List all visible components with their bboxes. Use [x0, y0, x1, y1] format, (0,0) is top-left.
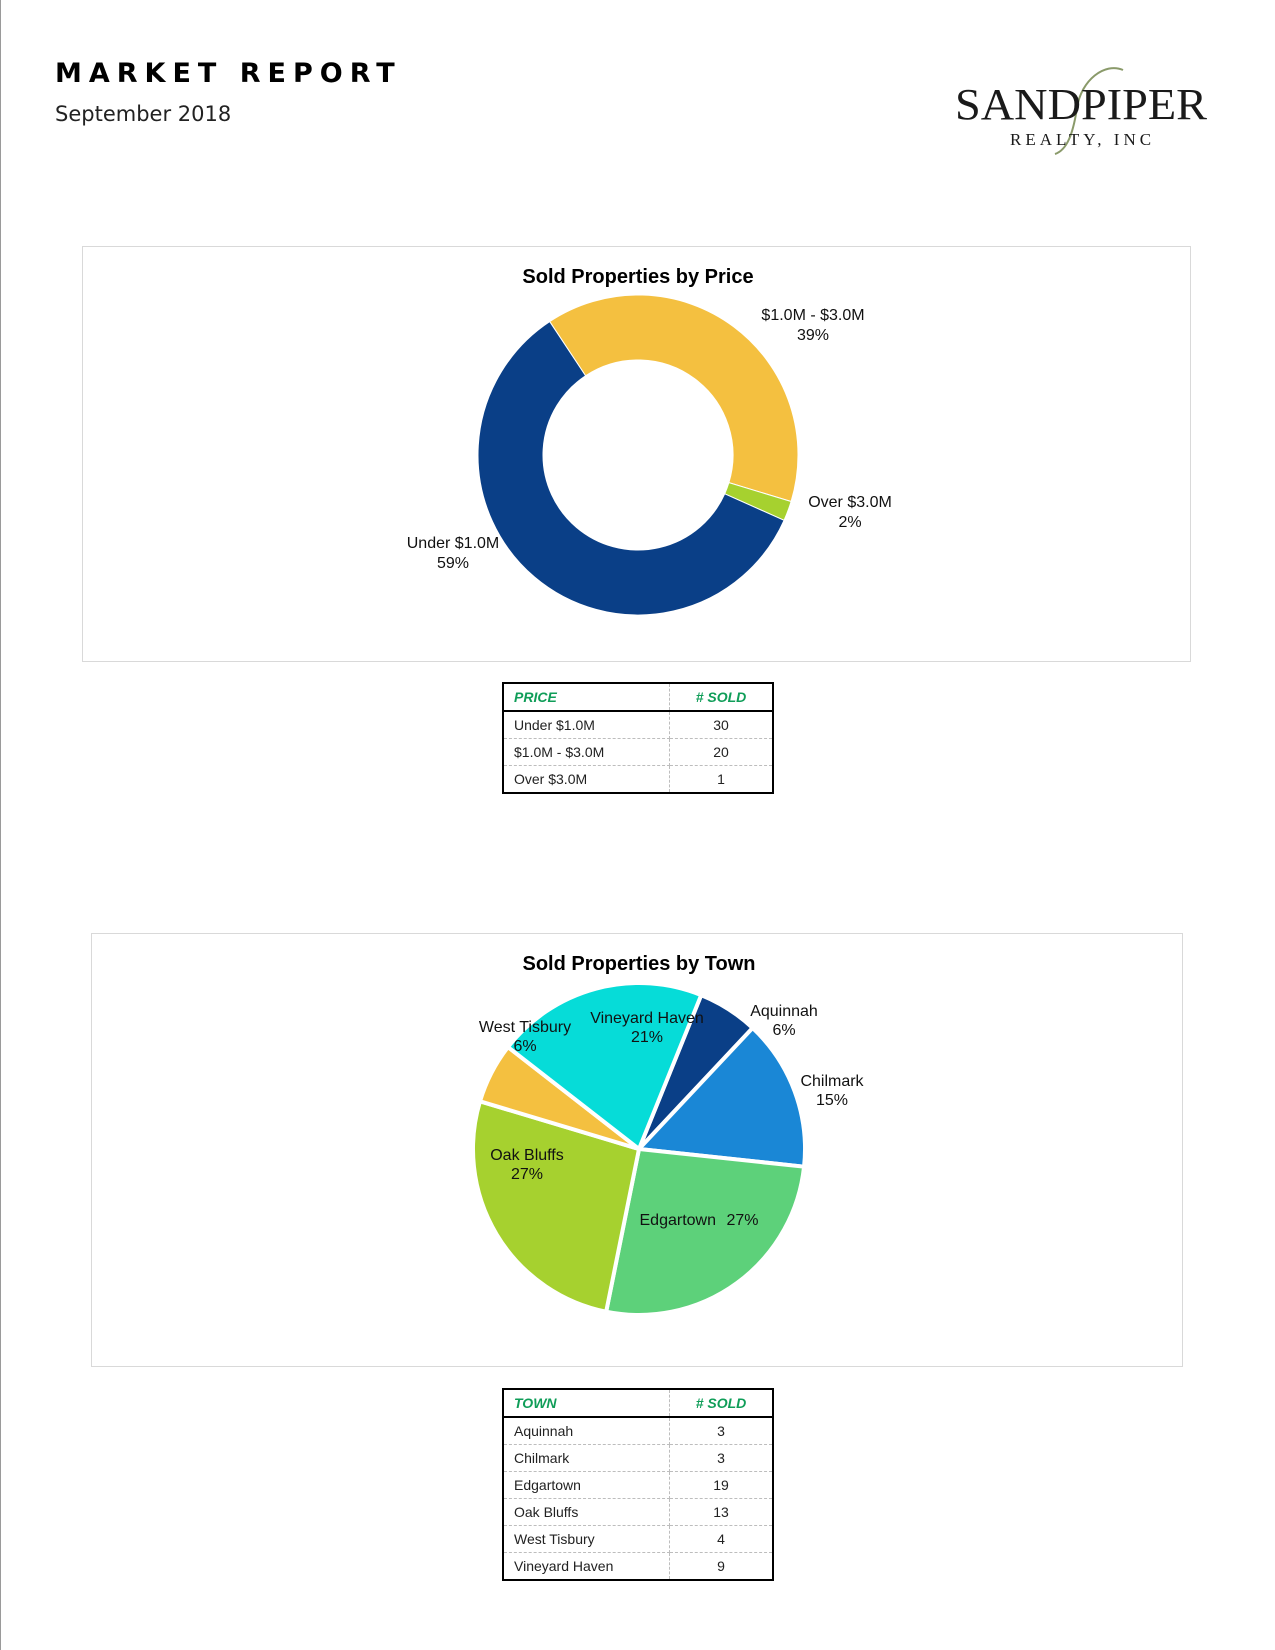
table-row: Edgartown 19: [503, 1471, 773, 1499]
report-date: September 2018: [55, 102, 232, 126]
town-label-vineyard-haven-pct: 21%: [631, 1029, 663, 1046]
sold-cell: 4: [669, 1525, 773, 1553]
price-label-over3-pct: 2%: [838, 514, 861, 531]
table-row: Over $3.0M 1: [503, 765, 773, 793]
pie-slice-1-0m-3-0m: [549, 294, 799, 503]
table-row: West Tisbury 4: [503, 1525, 773, 1553]
town-chart: Sold Properties by Town Aquinnah 6% Chil…: [471, 953, 865, 1317]
town-label-edgartown: Edgartown 27%: [640, 1212, 759, 1229]
svg-text:Edgartown 27%: Edgartown 27%: [640, 1212, 759, 1229]
town-label-oak-bluffs-name: Oak Bluffs: [490, 1147, 564, 1164]
town-label-chilmark-pct: 15%: [816, 1092, 848, 1109]
pie-slice-chilmark: [637, 1025, 807, 1169]
town-cell: Edgartown: [503, 1471, 670, 1499]
report-title: MARKET REPORT: [55, 58, 402, 89]
town-label-edgartown-name: Edgartown: [640, 1212, 717, 1229]
price-label-under1-name: Under $1.0M: [407, 535, 500, 552]
pie-slice-edgartown: [604, 1147, 807, 1317]
town-label-chilmark-name: Chilmark: [800, 1073, 864, 1090]
town-label-west-tisbury-name: West Tisbury: [479, 1019, 571, 1036]
town-table-header-town: TOWN: [503, 1389, 670, 1418]
pie-slice-vineyard-haven: [505, 981, 704, 1151]
table-row: Oak Bluffs 13: [503, 1498, 773, 1526]
town-label-oak-bluffs: Oak Bluffs 27%: [490, 1147, 564, 1183]
price-cell: Under $1.0M: [503, 711, 670, 739]
town-label-chilmark: Chilmark 15%: [800, 1073, 864, 1109]
sold-cell: 3: [669, 1444, 773, 1472]
town-chart-panel: Sold Properties by Town Aquinnah 6% Chil…: [91, 933, 1183, 1367]
price-label-over3: Over $3.0M 2%: [808, 494, 892, 531]
price-table-header: PRICE # SOLD: [503, 683, 773, 712]
sandpiper-logo: SANDPIPER REALTY, INC: [955, 67, 1208, 155]
town-label-vineyard-haven: Vineyard Haven 21%: [590, 1010, 704, 1046]
town-label-edgartown-pct: 27%: [726, 1212, 758, 1229]
sold-cell: 3: [669, 1417, 773, 1445]
town-cell: West Tisbury: [503, 1525, 670, 1553]
logo-line1: SANDPIPER: [955, 80, 1208, 129]
town-table-header-sold: # SOLD: [669, 1389, 773, 1418]
price-table: PRICE # SOLD Under $1.0M 30 $1.0M - $3.0…: [502, 682, 774, 794]
town-table: TOWN # SOLD Aquinnah 3 Chilmark 3 Edgart…: [502, 1388, 774, 1581]
town-chart-title: Sold Properties by Town: [523, 953, 756, 975]
price-cell: Over $3.0M: [503, 765, 670, 793]
pie-slice-oak-bluffs: [471, 1099, 641, 1314]
sold-cell: 30: [669, 711, 773, 739]
price-table-header-price: PRICE: [503, 683, 670, 712]
town-label-oak-bluffs-pct: 27%: [511, 1166, 543, 1183]
town-label-west-tisbury: West Tisbury 6%: [479, 1019, 571, 1055]
town-label-aquinnah-name: Aquinnah: [750, 1003, 818, 1020]
logo-line2: REALTY, INC: [1010, 130, 1155, 149]
town-cell: Aquinnah: [503, 1417, 670, 1445]
page-left-rule: [0, 0, 1, 1650]
price-chart-title: Sold Properties by Price: [522, 266, 753, 288]
table-row: Aquinnah 3: [503, 1417, 773, 1445]
price-table-header-sold: # SOLD: [669, 683, 773, 712]
table-row: Chilmark 3: [503, 1444, 773, 1472]
table-row: $1.0M - $3.0M 20: [503, 738, 773, 766]
price-label-1to3-name: $1.0M - $3.0M: [761, 307, 864, 324]
sold-cell: 9: [717, 1558, 725, 1574]
logo-swash: [1054, 67, 1124, 155]
price-chart-panel: Sold Properties by Price $1.0M - $3.0M 3…: [82, 246, 1191, 662]
sold-cell: 20: [669, 738, 773, 766]
town-label-vineyard-haven-name: Vineyard Haven: [590, 1010, 704, 1027]
town-cell: Oak Bluffs: [503, 1498, 670, 1526]
price-label-over3-name: Over $3.0M: [808, 494, 892, 511]
pie-slice-under-1-0m: [477, 321, 785, 616]
table-row: Under $1.0M 30: [503, 711, 773, 739]
table-row: Vineyard Haven 9: [503, 1552, 773, 1580]
price-label-under1: Under $1.0M 59%: [407, 535, 500, 572]
price-label-under1-pct: 59%: [437, 555, 469, 572]
price-chart: Sold Properties by Price $1.0M - $3.0M 3…: [407, 266, 892, 616]
town-cell: Chilmark: [503, 1444, 670, 1472]
price-label-1to3-pct: 39%: [797, 327, 829, 344]
sold-cell: 13: [669, 1498, 773, 1526]
town-table-header: TOWN # SOLD: [503, 1389, 773, 1418]
town-label-aquinnah: Aquinnah 6%: [750, 1003, 818, 1039]
price-cell: $1.0M - $3.0M: [503, 738, 670, 766]
sold-cell: 19: [669, 1471, 773, 1499]
town-label-aquinnah-pct: 6%: [772, 1022, 795, 1039]
sold-cell: 1: [717, 771, 725, 787]
town-label-west-tisbury-pct: 6%: [513, 1038, 536, 1055]
town-cell: Vineyard Haven: [503, 1552, 670, 1580]
price-label-1to3: $1.0M - $3.0M 39%: [761, 307, 864, 344]
